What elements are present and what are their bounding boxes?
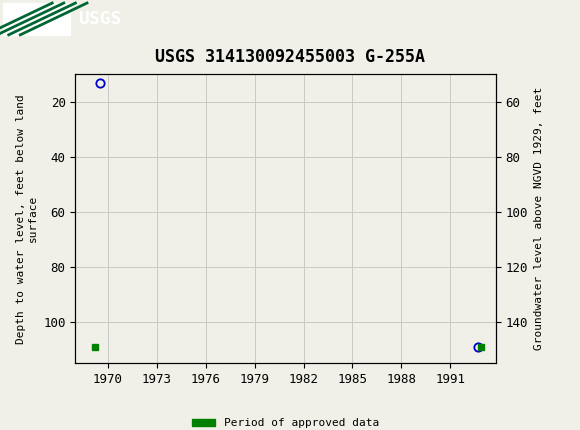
Legend: Period of approved data: Period of approved data [188,414,383,430]
Text: USGS 314130092455003 G-255A: USGS 314130092455003 G-255A [155,48,425,66]
Y-axis label: Groundwater level above NGVD 1929, feet: Groundwater level above NGVD 1929, feet [534,87,543,350]
Y-axis label: Depth to water level, feet below land
surface: Depth to water level, feet below land su… [16,94,38,344]
Bar [3,3,70,35]
Text: USGS: USGS [78,10,122,28]
